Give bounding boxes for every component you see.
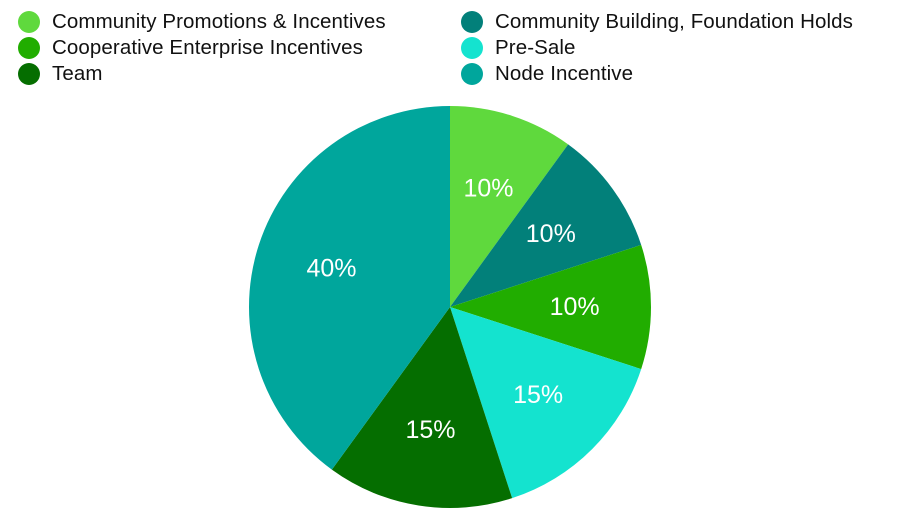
legend-item-cooperative-enterprise: Cooperative Enterprise Incentives [18, 35, 363, 61]
pie-slice-4 [331, 307, 513, 508]
legend-label: Pre-Sale [495, 36, 576, 59]
pie-slice-1 [450, 144, 642, 307]
legend-swatch [18, 37, 40, 59]
legend-swatch [18, 11, 40, 33]
legend-item-node-incentive: Node Incentive [461, 61, 633, 87]
pie-slice-label-2: 10% [550, 293, 600, 321]
legend-item-community-promotions: Community Promotions & Incentives [18, 9, 386, 35]
pie-slice-label-4: 15% [405, 416, 455, 444]
chart-legend: Community Promotions & Incentives Cooper… [0, 0, 900, 100]
legend-swatch [18, 63, 40, 85]
legend-item-community-building: Community Building, Foundation Holds [461, 9, 853, 35]
pie-slice-0 [450, 106, 569, 307]
legend-swatch [461, 37, 483, 59]
legend-label: Team [52, 62, 103, 85]
legend-item-pre-sale: Pre-Sale [461, 35, 576, 61]
pie-slice-3 [450, 307, 642, 499]
legend-swatch [461, 63, 483, 85]
legend-label: Community Building, Foundation Holds [495, 10, 853, 33]
legend-item-team: Team [18, 61, 103, 87]
pie-slice-label-3: 15% [513, 381, 563, 409]
pie-slice-label-0: 10% [463, 174, 513, 202]
legend-label: Community Promotions & Incentives [52, 10, 386, 33]
pie-slice-label-1: 10% [526, 220, 576, 248]
pie-slice-label-5: 40% [306, 254, 356, 282]
legend-swatch [461, 11, 483, 33]
legend-label: Node Incentive [495, 62, 634, 85]
pie-slice-2 [450, 244, 651, 370]
legend-label: Cooperative Enterprise Incentives [52, 36, 363, 59]
pie-slice-5 [248, 106, 450, 470]
